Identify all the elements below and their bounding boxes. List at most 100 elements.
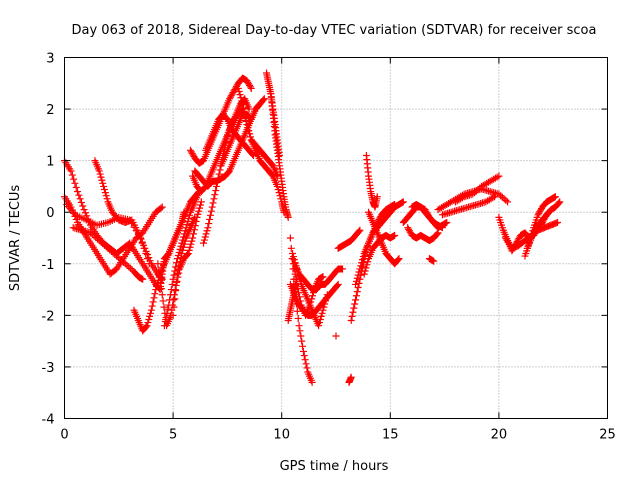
data-point (206, 215, 214, 223)
data-point (98, 176, 106, 184)
data-point (202, 230, 210, 238)
data-point (399, 198, 407, 206)
data-point (216, 166, 224, 174)
data-point (358, 256, 366, 264)
data-point (101, 189, 109, 197)
data-point (318, 309, 326, 317)
data-point (200, 236, 208, 244)
data-point (395, 255, 403, 263)
x-tick-label: 10 (273, 428, 290, 443)
data-point (211, 191, 219, 199)
data-point (171, 295, 179, 303)
data-point (213, 182, 221, 190)
data-point (209, 199, 217, 207)
data-point (301, 356, 309, 364)
data-point (255, 101, 263, 109)
data-point (293, 307, 301, 315)
data-point (373, 193, 381, 201)
data-point (296, 297, 304, 305)
data-point (298, 337, 306, 345)
x-tick-label: 5 (169, 428, 177, 443)
y-tick-label: -3 (42, 361, 55, 376)
data-point (103, 195, 111, 203)
data-point (359, 253, 367, 261)
data-point (200, 239, 208, 247)
data-point (239, 108, 247, 116)
data-point (187, 240, 195, 248)
x-tick-label: 25 (599, 428, 616, 443)
data-point (358, 259, 366, 267)
data-point (339, 265, 347, 273)
data-point (160, 303, 168, 311)
x-axis-label: GPS time / hours (280, 459, 389, 474)
data-point (352, 292, 360, 300)
data-point (148, 302, 156, 310)
data-point (352, 277, 360, 285)
data-point (351, 300, 359, 308)
data-point (296, 293, 304, 301)
data-point (143, 251, 151, 259)
data-point (157, 204, 165, 212)
data-point (434, 229, 442, 237)
x-tick-label: 20 (491, 428, 508, 443)
chart-title: Day 063 of 2018, Sidereal Day-to-day VTE… (72, 23, 597, 38)
data-point (156, 272, 164, 280)
data-point (430, 257, 438, 265)
y-tick-label: -4 (42, 413, 55, 428)
data-point (154, 260, 162, 268)
data-point (152, 286, 160, 294)
data-point (184, 249, 192, 257)
data-point (360, 270, 368, 278)
data-point (237, 94, 245, 102)
plot-frame (64, 57, 608, 419)
data-point (245, 105, 253, 113)
data-point (333, 281, 341, 289)
data-point (239, 105, 247, 113)
data-point (159, 297, 167, 305)
data-point (289, 255, 297, 263)
data-point (204, 224, 212, 232)
data-point (138, 238, 146, 246)
data-point (364, 258, 372, 266)
data-point (319, 306, 327, 314)
y-tick-label: 2 (46, 103, 54, 118)
data-points (61, 69, 564, 386)
data-point (242, 117, 250, 125)
data-point (143, 322, 151, 330)
data-point (75, 191, 83, 199)
data-point (146, 257, 154, 265)
data-point (308, 295, 316, 303)
data-point (259, 96, 267, 104)
data-point (201, 233, 209, 241)
data-point (256, 100, 264, 108)
data-point (76, 195, 84, 203)
data-point (196, 201, 204, 209)
data-point (125, 263, 133, 271)
data-point (166, 291, 174, 299)
data-point (196, 204, 204, 212)
data-point (347, 317, 355, 325)
data-point (303, 364, 311, 372)
data-point (286, 234, 294, 242)
data-point (180, 243, 188, 251)
data-point (291, 270, 299, 278)
data-point (245, 127, 253, 135)
data-point (191, 213, 199, 221)
data-point (316, 315, 324, 323)
data-point (222, 138, 230, 146)
data-point (140, 241, 148, 249)
data-point (208, 203, 216, 211)
data-point (334, 280, 342, 288)
data-point (236, 91, 244, 99)
data-point (123, 261, 131, 269)
data-point (70, 175, 78, 183)
data-point (287, 244, 295, 252)
data-point (79, 202, 87, 210)
data-point (158, 203, 166, 211)
data-point (146, 312, 154, 320)
data-point (293, 275, 301, 283)
data-point (175, 262, 183, 270)
data-point (155, 266, 163, 274)
data-point (391, 231, 399, 239)
